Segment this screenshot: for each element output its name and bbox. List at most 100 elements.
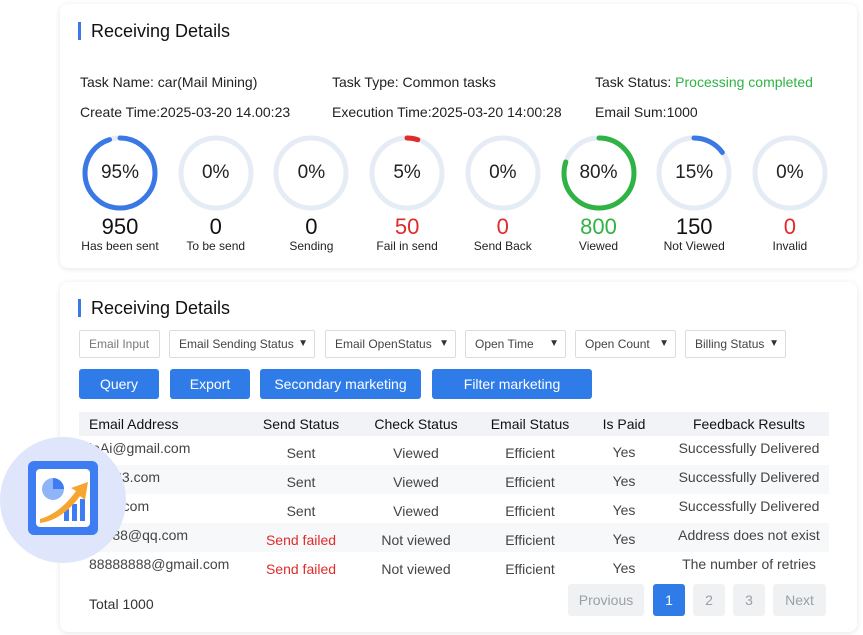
stat-percent: 15% bbox=[675, 162, 714, 183]
query-button[interactable]: Query bbox=[79, 369, 159, 399]
progress-ring-graphic bbox=[178, 135, 254, 211]
header-email-status: Email Status bbox=[490, 416, 570, 432]
page-1-button[interactable]: 1 bbox=[653, 584, 685, 616]
progress-ring-graphic bbox=[82, 135, 158, 211]
email-input-field[interactable]: Email Input bbox=[79, 330, 160, 358]
stat-label: Send Back bbox=[473, 239, 532, 253]
header-send-status: Send Status bbox=[262, 416, 340, 432]
report-chart-graphic bbox=[36, 469, 90, 527]
stat-label: Has been sent bbox=[81, 239, 159, 253]
progress-ring: 80% bbox=[560, 134, 638, 212]
cell-email-status: Efficient bbox=[505, 532, 555, 548]
progress-ring-graphic bbox=[752, 135, 828, 211]
table-row[interactable]: 38888@qq.com Send failed Not viewed Efficie… bbox=[79, 523, 829, 552]
filter-marketing-button[interactable]: Filter marketing bbox=[432, 369, 592, 399]
ring-progress bbox=[369, 135, 445, 211]
table-row[interactable]: i@163.com Sent Viewed Efficient Yes Successfu… bbox=[79, 465, 829, 494]
page-3-button[interactable]: 3 bbox=[733, 584, 765, 616]
progress-ring: 0% bbox=[177, 134, 255, 212]
cell-email: leAi@gmail.com bbox=[89, 440, 191, 456]
create-time: Create Time:2025-03-20 14.00:23 bbox=[80, 104, 291, 120]
stat-item: 0% 0 Invalid bbox=[744, 134, 836, 253]
open-time-select[interactable]: Open Time ▼ bbox=[465, 330, 566, 358]
cell-send-status: Sent bbox=[286, 474, 316, 490]
cell-feedback: Successfully Delivered bbox=[678, 469, 820, 485]
cell-email-status: Efficient bbox=[505, 474, 555, 490]
section-title: Receiving Details bbox=[78, 22, 230, 40]
ring-progress bbox=[561, 135, 636, 211]
chevron-down-icon: ▼ bbox=[769, 338, 779, 349]
ring-progress bbox=[656, 135, 732, 211]
cell-is-paid: Yes bbox=[612, 502, 636, 518]
stat-percent: 0% bbox=[297, 162, 326, 183]
cell-is-paid: Yes bbox=[612, 473, 636, 489]
page-2-button[interactable]: 2 bbox=[693, 584, 725, 616]
email-open-status-select[interactable]: Email OpenStatus ▼ bbox=[325, 330, 456, 358]
email-sending-status-select[interactable]: Email Sending Status ▼ bbox=[169, 330, 315, 358]
progress-ring-graphic bbox=[561, 135, 636, 211]
execution-time: Execution Time:2025-03-20 14:00:28 bbox=[332, 104, 562, 120]
table-row[interactable]: @qq.comSentViewedEfficientYesSuccessfull… bbox=[79, 494, 829, 523]
stat-item: 5% 50 Fail in send bbox=[361, 134, 453, 253]
cell-feedback: Successfully Delivered bbox=[678, 498, 820, 514]
stat-item: 80% 800 Viewed bbox=[553, 134, 645, 253]
select-value: Billing Status bbox=[695, 337, 765, 351]
cell-is-paid: Yes bbox=[612, 531, 636, 547]
progress-ring: 0% bbox=[751, 134, 829, 212]
cell-send-status: Send failed bbox=[265, 561, 337, 577]
select-value: Open Time bbox=[475, 337, 534, 351]
secondary-marketing-button[interactable]: Secondary marketing bbox=[260, 369, 421, 399]
ring-progress bbox=[82, 135, 158, 211]
stat-count: 0 bbox=[496, 214, 509, 239]
stat-label: Viewed bbox=[578, 239, 619, 253]
cell-send-status: Sent bbox=[286, 445, 316, 461]
table-row[interactable]: leAi@gmail.com Sent Viewed Efficient Yes Succ… bbox=[79, 436, 829, 465]
stat-percent: 5% bbox=[393, 162, 421, 183]
stat-percent: 0% bbox=[489, 162, 517, 183]
task-summary-card: Receiving Details Task Name: car(Mail Mi… bbox=[60, 4, 857, 268]
cell-send-status: Sent bbox=[286, 503, 316, 519]
table-row[interactable]: 88888888@gmail.com Send failed Not viewed E… bbox=[79, 552, 829, 581]
report-chart-icon bbox=[0, 437, 126, 563]
progress-ring-graphic bbox=[465, 135, 541, 211]
report-tile bbox=[28, 461, 98, 535]
cell-email-status: Efficient bbox=[505, 561, 555, 577]
task-status-value: Processing completed bbox=[675, 74, 813, 90]
progress-ring: 0% bbox=[272, 134, 350, 212]
progress-ring: 0% bbox=[464, 134, 542, 212]
total-count: Total 1000 bbox=[89, 596, 154, 612]
cell-feedback: Successfully Delivered bbox=[678, 440, 820, 456]
progress-ring: 15% bbox=[655, 134, 733, 212]
progress-ring-graphic bbox=[273, 135, 349, 211]
stat-count: 0 bbox=[305, 214, 318, 239]
stat-percent: 0% bbox=[201, 162, 230, 183]
cell-email: 88888888@gmail.com bbox=[89, 556, 230, 572]
progress-ring: 5% bbox=[368, 134, 446, 212]
progress-ring-graphic bbox=[656, 135, 732, 211]
stat-item: 0% 0 To be send bbox=[170, 134, 262, 253]
stat-count: 0 bbox=[783, 214, 797, 239]
stat-count: 800 bbox=[580, 214, 617, 239]
stat-item: 0% 0 Sending bbox=[265, 134, 357, 253]
task-status-label: Task Status: bbox=[595, 74, 676, 90]
email-sum: Email Sum:1000 bbox=[595, 104, 698, 120]
previous-page-button[interactable]: Provious bbox=[568, 584, 644, 616]
billing-status-select[interactable]: Billing Status ▼ bbox=[685, 330, 786, 358]
progress-ring-graphic bbox=[369, 135, 445, 211]
select-value: Open Count bbox=[585, 337, 650, 351]
select-value: Email Sending Status bbox=[179, 337, 294, 351]
cell-check-status: Not viewed bbox=[381, 532, 451, 548]
open-count-select[interactable]: Open Count ▼ bbox=[575, 330, 676, 358]
cell-check-status: Not viewed bbox=[381, 561, 451, 577]
chevron-down-icon: ▼ bbox=[298, 338, 308, 349]
header-feedback-results: Feedback Results bbox=[692, 416, 806, 432]
next-page-button[interactable]: Next bbox=[773, 584, 826, 616]
receiving-details-card: Receiving Details Email Input Email Send… bbox=[60, 282, 857, 632]
export-button[interactable]: Export bbox=[170, 369, 250, 399]
cell-is-paid: Yes bbox=[612, 444, 636, 460]
stat-label: Not Viewed bbox=[663, 239, 725, 253]
cell-send-status: Send failed bbox=[265, 532, 337, 548]
ring-track bbox=[178, 135, 254, 211]
cell-check-status: Viewed bbox=[393, 503, 439, 519]
cell-feedback: The number of retries bbox=[682, 556, 816, 572]
